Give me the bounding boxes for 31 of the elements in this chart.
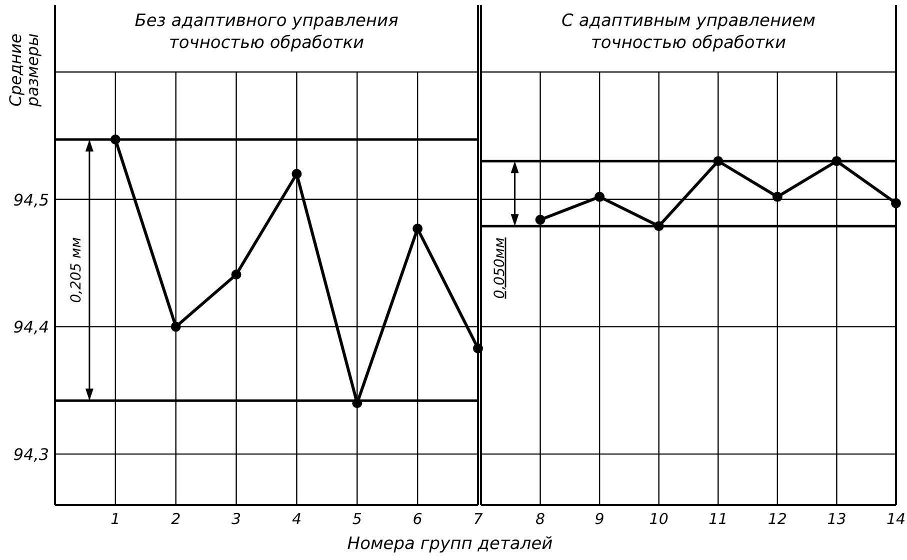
- x-tick-label: 5: [352, 510, 362, 528]
- chart-title: С адаптивным управлением точностью обработки: [562, 11, 816, 53]
- y-tick-label: 94,3: [13, 445, 49, 464]
- x-tick-label: 2: [171, 510, 181, 528]
- point: [891, 198, 901, 208]
- x-tick-label: 8: [536, 510, 546, 528]
- x-tick-label: 12: [768, 510, 787, 528]
- x-tick-label: 1: [110, 510, 120, 528]
- x-tick-label: 6: [412, 510, 422, 528]
- point: [594, 192, 605, 202]
- point: [231, 269, 242, 280]
- point: [412, 224, 423, 234]
- y-tick-label: 94,4: [13, 318, 49, 337]
- chart-title: Без адаптивного управления точностью обработки: [134, 11, 398, 53]
- annotation: 0,050мм: [492, 237, 508, 299]
- x-tick-label: 11: [708, 510, 728, 528]
- x-tick-label: 14: [886, 510, 906, 528]
- x-tick-label: 7: [473, 510, 484, 528]
- x-tick-label: 4: [292, 510, 302, 528]
- x-axis-title: Номера групп деталей: [347, 534, 553, 554]
- y-axis-title: Средние размеры: [6, 33, 42, 108]
- x-tick-label: 9: [594, 510, 604, 528]
- y-tick-label: 94,5: [13, 190, 49, 210]
- point: [535, 214, 546, 225]
- x-tick-label: 3: [232, 510, 242, 528]
- point: [170, 322, 181, 332]
- annotation: 0,205 мм: [68, 236, 84, 303]
- x-tick-label: 13: [827, 510, 846, 528]
- point: [292, 168, 302, 179]
- x-tick-label: 10: [649, 510, 668, 528]
- point: [772, 192, 782, 202]
